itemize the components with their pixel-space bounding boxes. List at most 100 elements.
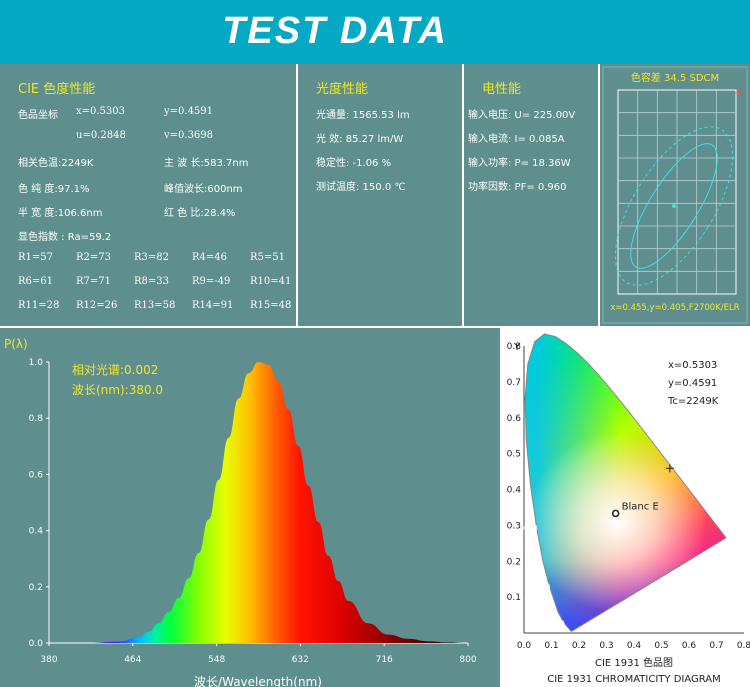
r-value: R2=73 bbox=[76, 252, 111, 263]
locus-wavelength-label: 610 bbox=[713, 506, 728, 515]
sample-point-marker bbox=[665, 464, 674, 473]
chrom-y-tick-label: 0.8 bbox=[507, 342, 522, 352]
header-banner: TEST DATA bbox=[0, 0, 750, 64]
spectrum-y-tick-label: 0.8 bbox=[29, 414, 44, 424]
r-value: R15=48 bbox=[250, 300, 292, 311]
locus-wavelength-label: 490 bbox=[522, 524, 537, 533]
chrom-y-tick-label: 0.3 bbox=[507, 521, 521, 531]
chrom-caption-cn: CIE 1931 色品图 bbox=[595, 656, 673, 669]
test-temperature: 测试温度: 150.0 ℃ bbox=[316, 182, 406, 193]
spectrum-y-tick-label: 0.6 bbox=[29, 470, 44, 480]
locus-wavelength-label: 600 bbox=[702, 491, 717, 500]
power-factor: 功率因数: PF= 0.960 bbox=[468, 182, 567, 193]
ra-value: 显色指数 : Ra=59.2 bbox=[18, 232, 112, 243]
plus-marker-icon: + bbox=[734, 88, 742, 99]
cie-u: u=0.2848 bbox=[76, 130, 126, 141]
chrom-x-tick-label: 0.6 bbox=[682, 641, 697, 651]
r-value: R6=61 bbox=[18, 276, 53, 287]
r-value: R13=58 bbox=[134, 300, 176, 311]
locus-wavelength-label: 590 bbox=[688, 473, 703, 482]
chrom-y-tick-label: 0.4 bbox=[507, 486, 522, 496]
input-current: 输入电流: I= 0.085A bbox=[468, 134, 565, 145]
locus-wavelength-label: 780 bbox=[730, 537, 745, 546]
chromaticity-chart: 0.0 0.1 0.2 0.3 0.4 0.5 0.6 0.7 0.8 0.1 0.2 0.3 0.4 0… bbox=[502, 328, 750, 687]
r-value: R9=-49 bbox=[192, 276, 231, 287]
sdcm-ellipse-outer bbox=[614, 126, 734, 286]
spectrum-y-tick-label: 0.2 bbox=[29, 583, 43, 593]
spectrum-xlabel: 波长/Wavelength(nm) bbox=[194, 675, 322, 687]
locus-wavelength-label: 560 bbox=[633, 399, 648, 408]
cie-panel: CIE 色度性能 色品坐标 x=0.5303 y=0.4591 u=0.2848… bbox=[0, 64, 296, 326]
spectrum-curve bbox=[49, 362, 468, 643]
luminous-efficacy: 光 效: 85.27 lm/W bbox=[316, 134, 404, 145]
wavelength-readout: 波长(nm):380.0 bbox=[72, 383, 163, 397]
spectrum-x-tick-label: 716 bbox=[376, 655, 393, 665]
spectral-locus bbox=[524, 333, 727, 632]
cie-v: v=0.3698 bbox=[164, 130, 214, 141]
chrom-y-readout: y=0.4591 bbox=[668, 378, 717, 389]
chrom-x-tick-label: 0.2 bbox=[572, 641, 586, 651]
r-value: R14=91 bbox=[192, 300, 234, 311]
r-value: R8=33 bbox=[134, 276, 169, 287]
spectrum-x-tick-label: 632 bbox=[292, 655, 309, 665]
locus-wavelength-label: 570 bbox=[652, 424, 667, 433]
spectrum-x-tick-label: 800 bbox=[459, 655, 476, 665]
r-value: R3=82 bbox=[134, 252, 169, 263]
r-value: R5=51 bbox=[250, 252, 285, 263]
locus-wavelength-label: 380 bbox=[562, 634, 577, 643]
fwhm-value: 半 宽 度:106.6nm bbox=[18, 208, 103, 219]
ellipse-panel-border bbox=[602, 66, 748, 324]
peak-wavelength: 峰值波长:600nm bbox=[164, 184, 243, 195]
chrom-x-tick-label: 0.1 bbox=[544, 641, 558, 651]
locus-wavelength-label: 530 bbox=[571, 333, 586, 342]
r-value: R4=46 bbox=[192, 252, 227, 263]
chrom-ylabel: Y bbox=[513, 342, 521, 353]
locus-wavelength-label: 460 bbox=[550, 619, 565, 628]
r-value: R12=26 bbox=[76, 300, 118, 311]
spectrum-y-tick-label: 0.4 bbox=[29, 527, 44, 537]
chrom-x-readout: x=0.5303 bbox=[668, 360, 717, 371]
ellipse-center-point bbox=[672, 204, 676, 208]
stability: 稳定性: -1.06 % bbox=[316, 158, 392, 169]
spectrum-x-tick-label: 380 bbox=[40, 655, 57, 665]
spectrum-y-tick-label: 1.0 bbox=[29, 358, 44, 368]
ellipse-grid bbox=[618, 90, 736, 294]
chromaticity-panel: 0.0 0.1 0.2 0.3 0.4 0.5 0.6 0.7 0.8 0.1 0.2 0.3 0.4 0… bbox=[502, 328, 750, 687]
chrom-x-tick-label: 0.7 bbox=[709, 641, 723, 651]
photometric-title: 光度性能 bbox=[316, 82, 369, 97]
chrom-tc-readout: Tc=2249K bbox=[667, 396, 719, 407]
chrom-y-tick-label: 0.5 bbox=[507, 450, 521, 460]
chrom-x-tick-label: 0.3 bbox=[599, 641, 613, 651]
chrom-x-tick-label: 0.8 bbox=[737, 641, 750, 651]
white-point-label: Blanc E bbox=[622, 501, 659, 512]
ellipse-footer: x=0.455,y=0.405,F2700K/ELR bbox=[610, 303, 739, 313]
cie-title: CIE 色度性能 bbox=[18, 82, 96, 97]
spectrum-chart: 0.0 0.2 0.4 0.6 0.8 1.0 380 464 548 632 716 800 P(… bbox=[4, 337, 477, 687]
relative-spectrum-readout: 相对光谱:0.002 bbox=[72, 363, 158, 377]
cct-value: 相关色温:2249K bbox=[18, 158, 94, 169]
input-power: 输入功率: P= 18.36W bbox=[468, 158, 571, 169]
r-value: R10=41 bbox=[250, 276, 292, 287]
chrom-x-tick-label: 0.5 bbox=[654, 641, 668, 651]
locus-wavelength-label: 580 bbox=[671, 448, 686, 457]
locus-wavelength-label: 550 bbox=[613, 375, 628, 384]
cie-x: x=0.5303 bbox=[76, 106, 126, 117]
r-value: R11=28 bbox=[18, 300, 60, 311]
locus-wavelength-label: 630 bbox=[725, 524, 740, 533]
photometric-panel: 光度性能 光通量: 1565.53 lm 光 效: 85.27 lm/W 稳定性… bbox=[298, 64, 462, 326]
spectrum-panel: 0.0 0.2 0.4 0.6 0.8 1.0 380 464 548 632 716 800 P(… bbox=[0, 328, 500, 687]
cie-y: y=0.4591 bbox=[164, 106, 214, 117]
chrom-x-tick-label: 0.0 bbox=[517, 641, 532, 651]
locus-wavelength-label: 520 bbox=[540, 328, 555, 332]
locus-wavelength-label: 620 bbox=[720, 516, 735, 525]
chrom-x-tick-label: 0.4 bbox=[627, 641, 642, 651]
chrom-y-tick-label: 0.1 bbox=[507, 593, 521, 603]
chrom-y-tick-label: 0.7 bbox=[507, 378, 521, 388]
electrical-title: 电性能 bbox=[482, 82, 522, 97]
electrical-panel: 电性能 输入电压: U= 225.00V 输入电流: I= 0.085A 输入功… bbox=[464, 64, 598, 326]
input-voltage: 输入电压: U= 225.00V bbox=[468, 110, 576, 121]
luminous-flux: 光通量: 1565.53 lm bbox=[316, 110, 410, 121]
sdcm-ellipse-inner bbox=[630, 143, 718, 269]
ellipse-title: 色容差 34.5 SDCM bbox=[631, 71, 719, 84]
r-value: R1=57 bbox=[18, 252, 53, 263]
